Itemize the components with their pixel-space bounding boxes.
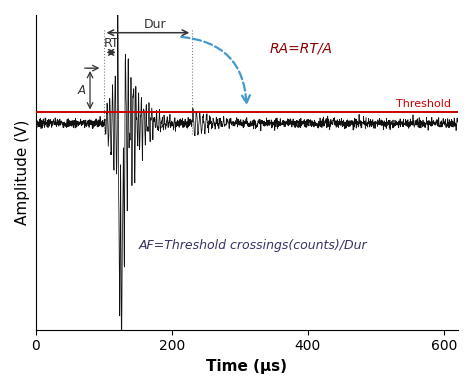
FancyArrowPatch shape xyxy=(181,37,250,103)
Text: Dur: Dur xyxy=(144,18,166,31)
Y-axis label: Amplitude (V): Amplitude (V) xyxy=(15,120,30,225)
Text: A: A xyxy=(78,84,86,97)
X-axis label: Time (μs): Time (μs) xyxy=(206,359,287,374)
Text: RA=RT/A: RA=RT/A xyxy=(270,42,333,56)
Text: AF=Threshold crossings(counts)/Dur: AF=Threshold crossings(counts)/Dur xyxy=(139,238,368,252)
Text: Threshold: Threshold xyxy=(396,100,451,109)
Text: RT: RT xyxy=(103,37,119,51)
